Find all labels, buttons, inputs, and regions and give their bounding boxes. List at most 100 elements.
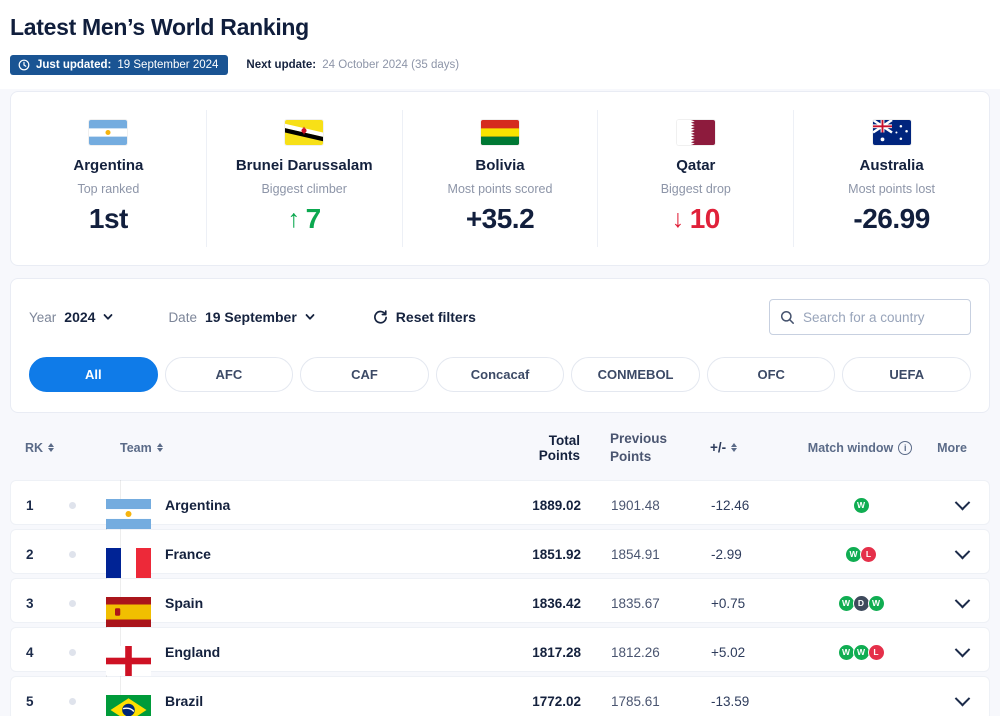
date-value: 19 September — [204, 309, 297, 325]
stat-value-text: -26.99 — [853, 203, 930, 234]
header-change[interactable]: +/- — [695, 440, 785, 455]
tab-uefa[interactable]: UEFA — [842, 357, 972, 392]
team-name: England — [165, 644, 221, 661]
rank-unchanged-dot-icon — [69, 550, 76, 558]
match-result-l-badge: L — [867, 643, 885, 661]
bolivia-flag-icon — [480, 120, 519, 145]
expand-row-button[interactable] — [936, 543, 986, 560]
spain-flag-icon — [106, 597, 151, 628]
reset-filters-label: Reset filters — [395, 309, 476, 325]
just-updated-label: Just updated: — [36, 59, 112, 71]
points-change-cell: +0.75 — [711, 595, 746, 611]
stat-value: 1st — [89, 205, 128, 233]
expand-row-button[interactable] — [936, 641, 986, 658]
tab-caf[interactable]: CAF — [300, 357, 429, 392]
previous-points-cell: 1785.61 — [611, 693, 660, 709]
team-flag-cell — [106, 481, 151, 530]
rank-cell: 2 — [26, 546, 34, 562]
tab-afc[interactable]: AFC — [164, 357, 294, 392]
england-flag-icon — [106, 646, 151, 677]
header-team[interactable]: Team — [105, 441, 505, 455]
argentina-flag-icon — [106, 499, 151, 530]
table-row-argentina[interactable]: 1 Argentina 1889.02 1901.48 -12.46 W — [10, 480, 990, 530]
previous-points-cell: 1812.26 — [611, 644, 660, 660]
table-row-france[interactable]: 2 France 1851.92 1854.91 -2.99 W L — [10, 529, 990, 579]
ranking-highlights-panel: Argentina Top ranked 1st Brunei Darussalam B… — [10, 91, 990, 266]
table-row-england[interactable]: 4 England 1817.28 1812.26 +5.02 W W L — [10, 627, 990, 677]
table-row-spain[interactable]: 3 Spain 1836.42 1835.67 +0.75 W D W — [10, 578, 990, 628]
expand-row-button[interactable] — [936, 592, 986, 609]
clock-icon — [18, 59, 30, 71]
just-updated-date: 19 September 2024 — [117, 59, 219, 71]
tab-all[interactable]: All — [29, 357, 158, 392]
header-rank[interactable]: RK — [10, 441, 105, 455]
stat-card-argentina: Argentina Top ranked 1st — [11, 110, 206, 247]
stat-label: Top ranked — [77, 182, 140, 196]
rank-change-cell — [51, 648, 106, 656]
table-row-brazil[interactable]: 5 Brazil 1772.02 1785.61 -13.59 — [10, 676, 990, 716]
team-flag-cell — [106, 628, 151, 677]
match-result-w-badge: W — [852, 496, 870, 514]
team-flag-cell — [106, 579, 151, 628]
header-more: More — [937, 440, 967, 455]
update-bar: Just updated: 19 September 2024 Next upd… — [10, 55, 990, 75]
header-match-window: Match window i — [785, 440, 935, 455]
rank-unchanged-dot-icon — [69, 648, 76, 656]
stat-card-brunei: Brunei Darussalam Biggest climber ↑ 7 — [205, 110, 402, 247]
rank-change-cell — [51, 550, 106, 558]
previous-points-cell: 1901.48 — [611, 497, 660, 513]
stat-value-text: +35.2 — [465, 203, 535, 234]
stat-value-text: 10 — [689, 203, 721, 234]
table-body: 1 Argentina 1889.02 1901.48 -12.46 W 2 France 18… — [10, 480, 990, 716]
match-result-d-badge: D — [852, 594, 870, 612]
stat-country-name: Bolivia — [475, 157, 525, 174]
chevron-down-icon — [954, 494, 971, 511]
expand-row-button[interactable] — [936, 690, 986, 707]
reset-filters-button[interactable]: Reset filters — [373, 309, 476, 325]
confederation-tabs: All AFC CAF Concacaf CONMEBOL OFC UEFA — [29, 357, 972, 392]
team-name: Brazil — [165, 693, 204, 710]
points-change-cell: +5.02 — [711, 644, 746, 660]
match-result-w-badge: W — [867, 594, 885, 612]
tab-conmebol[interactable]: CONMEBOL — [571, 357, 700, 392]
team-name: Argentina — [165, 497, 231, 514]
tab-concacaf[interactable]: Concacaf — [435, 357, 565, 392]
stat-value: -26.99 — [853, 203, 930, 234]
total-points-cell: 1851.92 — [532, 546, 581, 562]
rank-unchanged-dot-icon — [69, 697, 76, 705]
year-dropdown[interactable]: Year 2024 — [29, 309, 113, 325]
year-label: Year — [29, 309, 57, 325]
tab-ofc[interactable]: OFC — [706, 357, 836, 392]
stat-card-australia: Australia Most points lost -26.99 — [793, 110, 989, 247]
search-input[interactable] — [803, 309, 960, 325]
header-total-points: Total Points — [538, 432, 580, 463]
rank-cell: 5 — [26, 693, 34, 709]
match-result-w-badge: W — [837, 594, 855, 612]
total-points-cell: 1772.02 — [532, 693, 581, 709]
total-points-cell: 1817.28 — [532, 644, 581, 660]
country-search[interactable] — [769, 299, 971, 335]
france-flag-icon — [106, 548, 151, 579]
stat-country-name: Australia — [859, 157, 924, 174]
team-flag-cell — [106, 530, 151, 579]
total-points-cell: 1836.42 — [532, 595, 581, 611]
argentina-flag-icon — [89, 120, 128, 145]
stat-card-bolivia: Bolivia Most points scored +35.2 — [401, 110, 598, 247]
rank-change-cell — [51, 501, 106, 509]
chevron-down-icon — [954, 592, 971, 609]
stat-value-text: 1st — [88, 203, 128, 234]
date-dropdown[interactable]: Date 19 September — [168, 309, 315, 325]
qatar-flag-icon — [676, 120, 715, 145]
points-change-cell: -2.99 — [711, 546, 742, 562]
page-header: Latest Men’s World Ranking Just updated:… — [0, 0, 1000, 89]
match-window-cell: W — [786, 496, 936, 514]
expand-row-button[interactable] — [936, 494, 986, 511]
team-name: Spain — [165, 595, 204, 612]
next-update: Next update: 24 October 2024 (35 days) — [246, 59, 459, 71]
rank-change-cell — [51, 599, 106, 607]
brunei-flag-icon — [285, 120, 324, 145]
info-icon[interactable]: i — [898, 440, 913, 455]
stat-value: +35.2 — [465, 203, 535, 234]
